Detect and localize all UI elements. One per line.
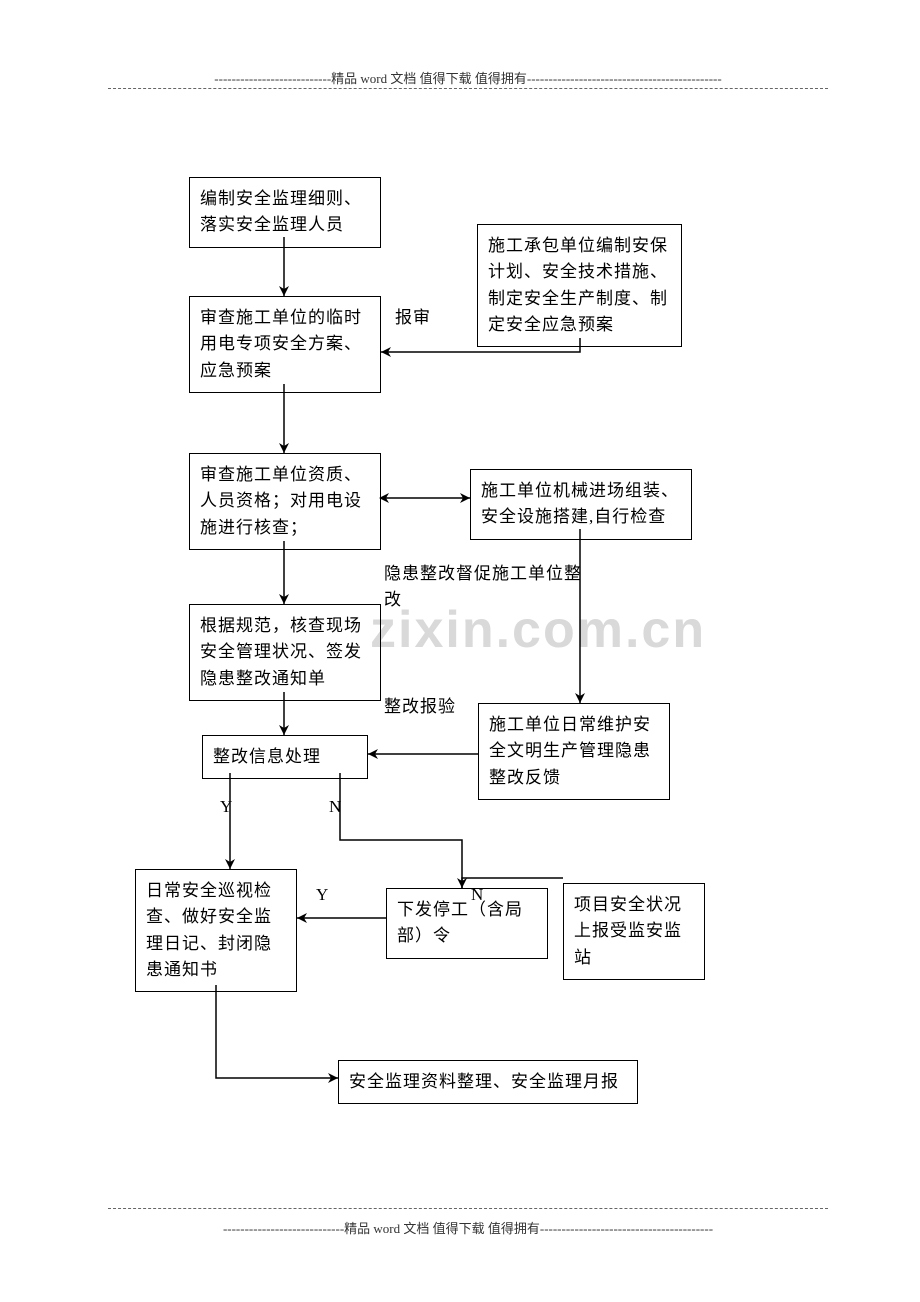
- node-monthly-report: 安全监理资料整理、安全监理月报: [338, 1060, 638, 1104]
- node-compile-rules: 编制安全监理细则、落实安全监理人员: [189, 177, 381, 248]
- node-daily-patrol: 日常安全巡视检查、做好安全监理日记、封闭隐患通知书: [135, 869, 297, 992]
- node-contractor-plan: 施工承包单位编制安保计划、安全技术措施、制定安全生产制度、制定安全应急预案: [477, 224, 682, 347]
- label-y1: Y: [220, 794, 233, 820]
- node-review-temp-power: 审查施工单位的临时用电专项安全方案、应急预案: [189, 296, 381, 393]
- footer-rule: [108, 1208, 828, 1209]
- header-rule: [108, 88, 828, 89]
- node-review-qualification: 审查施工单位资质、人员资格；对用电设施进行核查；: [189, 453, 381, 550]
- node-report-station: 项目安全状况上报受监安监站: [563, 883, 705, 980]
- label-baoshen: 报审: [395, 305, 431, 331]
- label-n2: N: [471, 882, 484, 908]
- label-n1: N: [329, 794, 342, 820]
- node-rectify-info: 整改信息处理: [202, 735, 368, 779]
- header-text: ---------------------------精品 word 文档 值得…: [118, 68, 818, 87]
- label-zhenggai: 整改报验: [384, 694, 456, 720]
- label-yinhuan: 隐患整改督促施工单位整改: [384, 561, 584, 612]
- flowchart-arrows: [0, 0, 920, 1302]
- node-machinery-assembly: 施工单位机械进场组装、安全设施搭建,自行检查: [470, 469, 692, 540]
- label-y2: Y: [316, 882, 329, 908]
- node-site-safety-check: 根据规范，核查现场安全管理状况、签发隐患整改通知单: [189, 604, 381, 701]
- node-stop-work-order: 下发停工（含局部）令: [386, 888, 548, 959]
- footer-text: ----------------------------精品 word 文档 值…: [118, 1218, 818, 1237]
- node-daily-maintenance: 施工单位日常维护安全文明生产管理隐患整改反馈: [478, 703, 670, 800]
